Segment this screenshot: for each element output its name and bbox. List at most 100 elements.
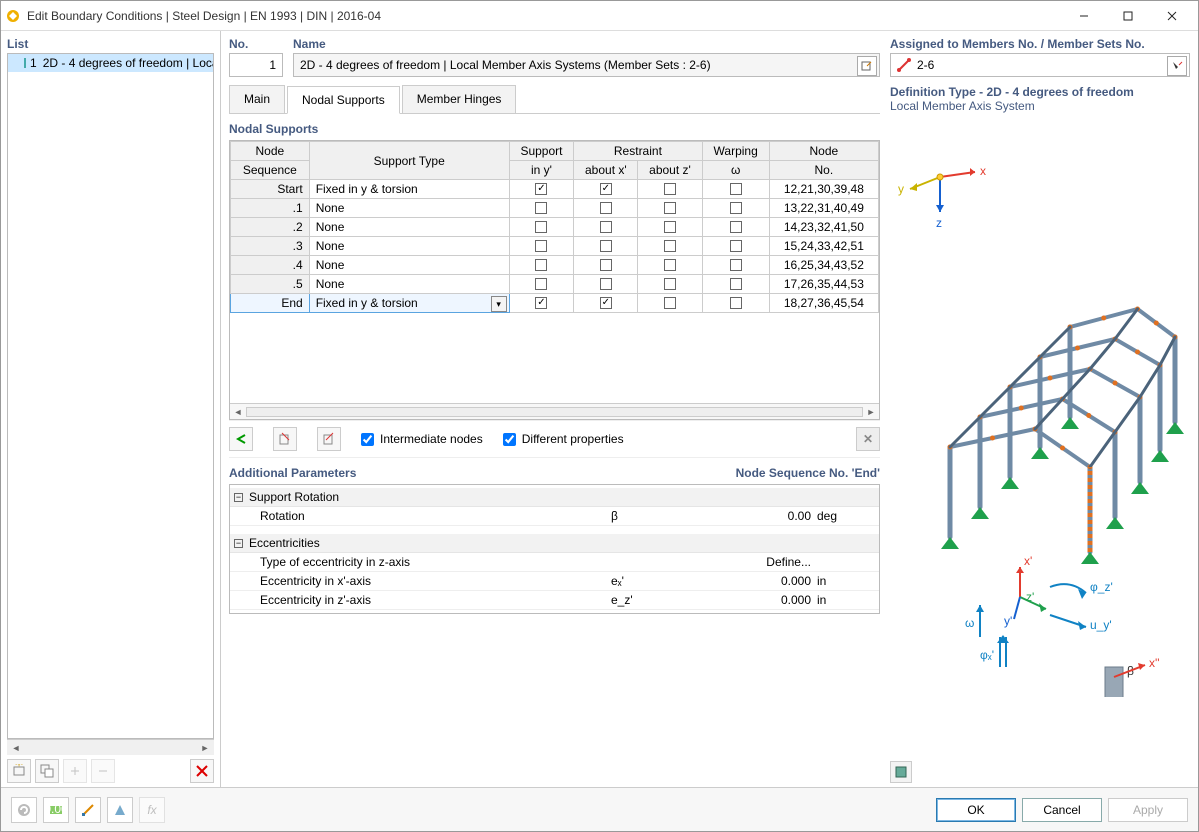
name-edit-button[interactable] — [857, 56, 877, 76]
checkbox[interactable] — [535, 183, 547, 195]
svg-text:x: x — [980, 164, 986, 178]
checkbox[interactable] — [600, 259, 612, 271]
exclude-button[interactable] — [91, 759, 115, 783]
first-support-button[interactable] — [229, 427, 253, 451]
preview-canvas[interactable]: xyzx'z'y'φ_z'u_y'ωφₓ'βx''z'z'' — [890, 117, 1190, 757]
no-label: No. — [229, 37, 283, 51]
table-row[interactable]: .4None16,25,34,43,52 — [231, 256, 879, 275]
svg-text:fx: fx — [147, 803, 157, 817]
group-support-rotation[interactable]: −Support Rotation — [230, 488, 879, 507]
cancel-button[interactable]: Cancel — [1022, 798, 1102, 822]
additional-params-title: Additional Parameters — [229, 466, 356, 480]
minimize-button[interactable] — [1062, 2, 1106, 30]
table-row[interactable]: .5None17,26,35,44,53 — [231, 275, 879, 294]
checkbox[interactable] — [730, 240, 742, 252]
member-icon — [897, 58, 911, 72]
nodal-supports-table: Node Support Type Support Restraint Warp… — [229, 140, 880, 420]
checkbox[interactable] — [664, 297, 676, 309]
list-item-index: 1 — [30, 56, 37, 70]
checkbox[interactable] — [600, 240, 612, 252]
svg-text:y': y' — [1004, 614, 1012, 628]
tab-main[interactable]: Main — [229, 85, 285, 113]
support-view-button[interactable] — [107, 797, 133, 823]
copy-support-button[interactable] — [273, 427, 297, 451]
name-input[interactable]: 2D - 4 degrees of freedom | Local Member… — [293, 53, 880, 77]
checkbox[interactable] — [664, 278, 676, 290]
table-row[interactable]: .1None13,22,31,40,49 — [231, 199, 879, 218]
include-button[interactable] — [63, 759, 87, 783]
different-properties-checkbox[interactable]: Different properties — [503, 432, 624, 446]
param-ecc-type[interactable]: Type of eccentricity in z-axis Define... — [230, 553, 879, 572]
checkbox[interactable] — [664, 183, 676, 195]
table-h-scrollbar[interactable]: ◄► — [230, 403, 879, 419]
table-row[interactable]: EndFixed in y & torsion▾18,27,36,45,54 — [231, 294, 879, 313]
function-button[interactable]: fx — [139, 797, 165, 823]
checkbox[interactable] — [664, 259, 676, 271]
close-button[interactable] — [1150, 2, 1194, 30]
list-toolbar: ✶ — [7, 755, 214, 783]
assigned-input[interactable]: 2-6 — [890, 53, 1190, 77]
checkbox[interactable] — [600, 202, 612, 214]
dropdown-icon[interactable]: ▾ — [491, 296, 507, 312]
checkbox[interactable] — [535, 278, 547, 290]
copy-support-2-button[interactable] — [317, 427, 341, 451]
member-view-button[interactable] — [75, 797, 101, 823]
no-field: No. 1 — [229, 37, 283, 77]
options-row: Intermediate nodes Different properties … — [229, 420, 880, 458]
list-h-scrollbar[interactable]: ◄ ► — [7, 739, 214, 755]
checkbox[interactable] — [664, 221, 676, 233]
list-body: 1 2D - 4 degrees of freedom | Local — [7, 53, 214, 739]
copy-item-button[interactable] — [35, 759, 59, 783]
maximize-button[interactable] — [1106, 2, 1150, 30]
tab-member-hinges[interactable]: Member Hinges — [402, 85, 517, 113]
name-label: Name — [293, 37, 880, 51]
apply-button[interactable]: Apply — [1108, 798, 1188, 822]
checkbox[interactable] — [730, 297, 742, 309]
checkbox[interactable] — [535, 259, 547, 271]
list-item[interactable]: 1 2D - 4 degrees of freedom | Local — [8, 54, 213, 72]
svg-text:ω: ω — [965, 616, 974, 630]
tab-nodal-supports[interactable]: Nodal Supports — [287, 86, 400, 114]
checkbox[interactable] — [664, 240, 676, 252]
tabs: Main Nodal Supports Member Hinges — [229, 85, 880, 114]
group-eccentricities[interactable]: −Eccentricities — [230, 534, 879, 553]
assigned-pick-button[interactable] — [1167, 56, 1187, 76]
preview-settings-button[interactable] — [890, 761, 912, 783]
param-rotation[interactable]: Rotation β 0.00 deg — [230, 507, 879, 526]
table-row[interactable]: .3None15,24,33,42,51 — [231, 237, 879, 256]
svg-text:x'': x'' — [1149, 656, 1160, 670]
intermediate-nodes-checkbox[interactable]: Intermediate nodes — [361, 432, 483, 446]
svg-text:u_y': u_y' — [1090, 618, 1112, 632]
help-button[interactable] — [11, 797, 37, 823]
scroll-right-icon[interactable]: ► — [198, 741, 212, 755]
units-button[interactable]: 0.00 — [43, 797, 69, 823]
checkbox[interactable] — [535, 221, 547, 233]
scroll-left-icon[interactable]: ◄ — [9, 741, 23, 755]
checkbox[interactable] — [600, 278, 612, 290]
checkbox[interactable] — [730, 221, 742, 233]
new-item-button[interactable]: ✶ — [7, 759, 31, 783]
checkbox[interactable] — [730, 202, 742, 214]
checkbox[interactable] — [730, 183, 742, 195]
list-item-label: 2D - 4 degrees of freedom | Local — [43, 56, 214, 70]
ok-button[interactable]: OK — [936, 798, 1016, 822]
delete-item-button[interactable] — [190, 759, 214, 783]
checkbox[interactable] — [535, 202, 547, 214]
param-ecc-x[interactable]: Eccentricity in x'-axis eₓ' 0.000 in — [230, 572, 879, 591]
params-tree: −Support Rotation Rotation β 0.00 deg −E… — [229, 484, 880, 614]
checkbox[interactable] — [535, 297, 547, 309]
checkbox[interactable] — [664, 202, 676, 214]
checkbox[interactable] — [535, 240, 547, 252]
checkbox[interactable] — [600, 183, 612, 195]
checkbox[interactable] — [730, 278, 742, 290]
svg-text:φₓ': φₓ' — [980, 648, 994, 662]
param-ecc-z[interactable]: Eccentricity in z'-axis e_z' 0.000 in — [230, 591, 879, 610]
assigned-label: Assigned to Members No. / Member Sets No… — [890, 37, 1190, 51]
table-row[interactable]: StartFixed in y & torsion12,21,30,39,48 — [231, 180, 879, 199]
checkbox[interactable] — [730, 259, 742, 271]
clear-row-button[interactable]: ✕ — [856, 427, 880, 451]
checkbox[interactable] — [600, 221, 612, 233]
checkbox[interactable] — [600, 297, 612, 309]
table-row[interactable]: .2None14,23,32,41,50 — [231, 218, 879, 237]
no-value[interactable]: 1 — [229, 53, 283, 77]
